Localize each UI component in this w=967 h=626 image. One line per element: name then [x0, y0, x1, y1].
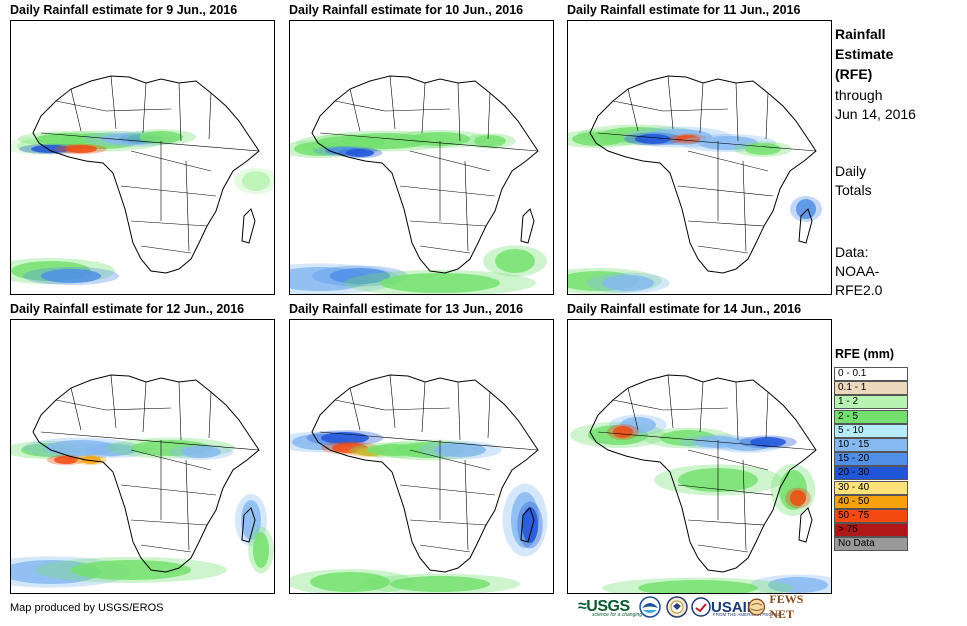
usgs-logo: ≈USGS science for a changing world	[578, 594, 655, 620]
through-value: Jun 14, 2016	[835, 106, 916, 122]
data-source-line: NOAA-	[835, 263, 880, 279]
legend-swatch	[834, 452, 908, 467]
country-borders	[319, 75, 539, 254]
legend-swatch	[834, 494, 908, 509]
rainfall-panel-4: Daily Rainfall estimate for 12 Jun., 201…	[10, 302, 275, 594]
usaid-tagline: FROM THE AMERICAN PEOPLE	[713, 612, 781, 617]
africa-map-svg	[568, 75, 822, 294]
panel-title: Daily Rainfall estimate for 11 Jun., 201…	[567, 3, 801, 17]
country-borders	[597, 75, 817, 254]
madagascar-outline	[520, 208, 535, 244]
rainfall-panel-2: Daily Rainfall estimate for 10 Jun., 201…	[289, 3, 554, 295]
usaid-logo: USAID FROM THE AMERICAN PEOPLE	[691, 594, 780, 620]
continent-outline	[32, 75, 260, 274]
product-title: Rainfall Estimate (RFE)	[835, 24, 893, 84]
legend-label: 15 - 20	[838, 453, 870, 465]
totals-label: Daily Totals	[835, 162, 872, 200]
country-borders	[597, 374, 817, 553]
data-source-line: Data:	[835, 244, 869, 260]
legend-label: 0 - 0.1	[838, 368, 867, 379]
usaid-mark: USAID	[711, 598, 758, 616]
madagascar-outline	[241, 507, 256, 543]
continent-outline	[589, 75, 817, 274]
rainfall-map	[289, 20, 554, 295]
legend-label: 0.1 - 1	[838, 382, 867, 394]
legend-swatch	[834, 437, 908, 452]
continent-outline	[32, 374, 260, 573]
rainfall-map	[567, 319, 832, 594]
rainfall-map	[10, 319, 275, 594]
legend-swatch	[834, 423, 908, 438]
africa-map-svg	[290, 374, 548, 593]
legend-label: 10 - 15	[838, 438, 870, 450]
usgs-tagline: science for a changing world	[592, 612, 656, 618]
data-source-line: RFE2.0	[835, 282, 883, 298]
fewsnet-mark: FEWS NET	[769, 592, 804, 621]
legend-label: No Data	[838, 538, 875, 550]
totals-line: Totals	[835, 182, 872, 198]
country-borders	[319, 374, 539, 553]
legend-label: 5 - 10	[838, 424, 864, 436]
noaa-logo-icon	[639, 594, 661, 620]
panel-title: Daily Rainfall estimate for 10 Jun., 201…	[289, 3, 524, 17]
continent-outline	[311, 374, 539, 573]
continent-outline	[589, 374, 817, 573]
madagascar-outline	[520, 507, 535, 543]
totals-line: Daily	[835, 163, 867, 179]
rainfall-map	[10, 20, 275, 295]
data-source: Data: NOAA- RFE2.0	[835, 243, 882, 300]
rainfall-panel-5: Daily Rainfall estimate for 13 Jun., 201…	[289, 302, 554, 594]
legend-swatch	[834, 480, 908, 495]
product-title-line: (RFE)	[835, 66, 873, 82]
panel-title: Daily Rainfall estimate for 14 Jun., 201…	[567, 302, 802, 316]
legend-label: 50 - 75	[838, 509, 870, 521]
rainfall-panel-3: Daily Rainfall estimate for 11 Jun., 201…	[567, 3, 832, 295]
legend-title: RFE (mm)	[835, 347, 895, 361]
logo-strip: ≈USGS science for a changing world USAID…	[578, 592, 823, 621]
country-borders	[40, 75, 260, 254]
rainfall-map	[567, 20, 832, 295]
map-credit: Map produced by USGS/EROS	[10, 602, 164, 614]
continent-outline	[311, 75, 539, 274]
legend-label: > 75	[838, 524, 858, 536]
africa-map-svg	[290, 75, 547, 294]
africa-map-svg	[11, 374, 274, 588]
product-title-line: Rainfall	[835, 26, 886, 42]
panel-title: Daily Rainfall estimate for 9 Jun., 2016	[10, 3, 238, 17]
legend-label: 1 - 2	[838, 396, 859, 408]
madagascar-outline	[798, 208, 813, 244]
legend-swatch	[834, 409, 908, 424]
rainfall-panel-1: Daily Rainfall estimate for 9 Jun., 2016	[10, 3, 275, 295]
legend-swatch	[834, 508, 908, 523]
through-date: through Jun 14, 2016	[835, 86, 916, 124]
legend-label: 2 - 5	[838, 410, 859, 422]
fewsnet-logo: FEWS NET	[748, 592, 823, 621]
legend-swatch	[834, 523, 908, 538]
legend-swatch	[834, 395, 908, 410]
legend-label: 30 - 40	[838, 481, 870, 493]
africa-map-svg	[570, 374, 831, 593]
rainfall-map	[289, 319, 554, 594]
rainfall-panel-6: Daily Rainfall estimate for 14 Jun., 201…	[567, 302, 832, 594]
legend-swatch	[834, 381, 908, 396]
fewsnet-globe-icon	[748, 598, 766, 616]
state-department-seal-icon	[666, 594, 688, 620]
product-title-line: Estimate	[835, 46, 894, 62]
panel-title: Daily Rainfall estimate for 12 Jun., 201…	[10, 302, 245, 316]
legend-swatch	[834, 537, 908, 552]
usgs-mark: ≈USGS	[578, 598, 630, 615]
madagascar-outline	[241, 208, 256, 244]
through-label: through	[835, 87, 883, 103]
country-borders	[40, 374, 260, 553]
madagascar-outline	[798, 507, 813, 543]
panel-title: Daily Rainfall estimate for 13 Jun., 201…	[289, 302, 524, 316]
usaid-seal-icon	[691, 597, 711, 617]
africa-map-svg	[11, 75, 274, 286]
legend-swatch	[834, 367, 908, 381]
legend-label: 40 - 50	[838, 495, 870, 507]
legend-label: 20 - 30	[838, 467, 870, 479]
legend-swatch	[834, 466, 908, 481]
